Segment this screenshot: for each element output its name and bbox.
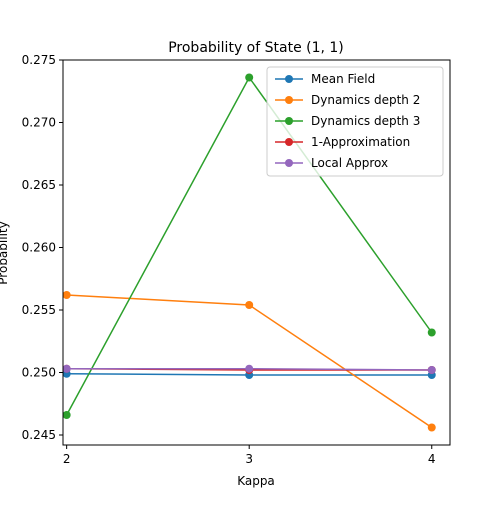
series-2-point-1 [245,73,254,82]
plot-area: 2 3 4 0.245 0.250 0.255 0.260 0.265 0.270 0.275 [22,53,451,466]
series-4-point-1 [245,364,254,373]
axes-frame [62,59,451,446]
legend-swatch-marker-3 [285,138,293,146]
legend-label-2: Dynamics depth 3 [311,114,420,128]
legend-swatch-marker-4 [285,159,293,167]
legend-box [266,66,444,177]
y-tick-label-0: 0.245 [22,428,56,442]
series-4-point-2 [427,366,436,374]
y-tick-label-5: 0.270 [22,116,56,130]
series-1-point-1 [245,301,254,309]
legend-label-0: Mean Field [311,72,375,86]
legend-label-3: 1-Approximation [311,135,410,149]
series-4-point-0 [62,364,71,373]
x-tick-label-2: 4 [428,452,436,466]
legend-label-4: Local Approx [311,156,388,170]
x-tick-label-1: 3 [245,452,253,466]
y-tick-label-3: 0.260 [22,241,56,255]
legend: Mean Field Dynamics depth 2 Dynamics depth… [266,66,444,177]
y-tick-label-2: 0.255 [22,303,56,317]
series-2-point-2 [427,328,436,337]
legend-swatch-marker-2 [285,117,293,125]
y-tick-label-6: 0.275 [22,53,56,67]
series-1-point-2 [427,423,436,432]
series-2-point-0 [62,411,71,419]
y-tick-label-1: 0.250 [22,366,56,380]
legend-swatch-marker-1 [285,96,293,104]
x-axis-label: Kappa [237,474,275,488]
x-tick-label-0: 2 [63,452,71,466]
y-axis-label: Probability [0,221,10,284]
y-tick-label-4: 0.265 [22,178,56,192]
chart-title: Probability of State (1, 1) [168,40,344,56]
series-1-point-0 [62,291,71,299]
legend-swatch-marker-0 [285,75,293,83]
legend-label-1: Dynamics depth 2 [311,93,420,107]
